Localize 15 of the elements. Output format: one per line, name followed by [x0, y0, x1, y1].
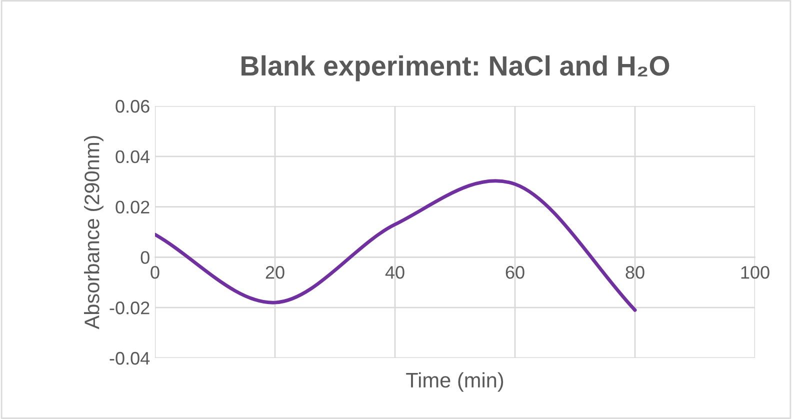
y-tick-label: 0.04 — [116, 150, 150, 164]
x-tick-label: 40 — [385, 266, 404, 279]
y-axis-title: Absorbance (290nm) — [84, 136, 104, 330]
x-tick-label: 80 — [626, 266, 644, 279]
x-tick-label: 0 — [150, 266, 160, 279]
y-tick-label: 0.02 — [116, 200, 150, 214]
y-tick-label: 0.06 — [116, 100, 150, 113]
x-tick-label: 100 — [741, 266, 770, 279]
y-tick-label: -0.02 — [110, 302, 150, 314]
x-tick-label: 60 — [506, 266, 524, 279]
x-axis-title: Time (min) — [406, 372, 504, 392]
chart-title: Blank experiment: NaCl and H₂O — [242, 55, 670, 82]
y-tick-label: -0.04 — [110, 352, 150, 365]
y-tick-label: 0 — [140, 251, 150, 264]
x-tick-label: 20 — [266, 266, 284, 279]
